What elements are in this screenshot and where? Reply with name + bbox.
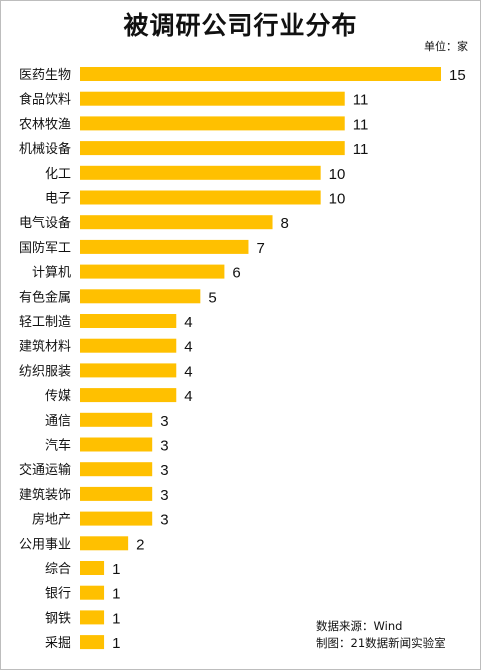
bar-24 — [80, 635, 105, 650]
category-label-23: 钢铁 — [45, 611, 71, 626]
category-label-1: 医药生物 — [19, 68, 71, 83]
value-label-18: 3 — [160, 487, 168, 504]
value-label-20: 2 — [136, 536, 144, 553]
bar-1 — [80, 67, 441, 81]
chart-title: 被调研公司行业分布 — [123, 11, 358, 40]
category-label-21: 综合 — [45, 562, 71, 577]
category-label-16: 汽车 — [45, 438, 71, 454]
bar-2 — [80, 91, 345, 106]
value-label-5: 10 — [329, 166, 346, 183]
category-label-22: 银行 — [45, 587, 71, 602]
value-label-24: 1 — [112, 635, 120, 652]
category-label-24: 采掘 — [45, 636, 71, 651]
bar-17 — [80, 462, 153, 477]
category-label-2: 食品饮料 — [19, 92, 71, 108]
category-label-3: 农林牧渔 — [19, 117, 71, 132]
category-label-13: 纺织服装 — [19, 364, 71, 379]
value-label-19: 3 — [160, 512, 168, 529]
bar-7 — [80, 215, 273, 230]
bar-15 — [80, 412, 153, 427]
bar-13 — [80, 363, 177, 378]
value-label-22: 1 — [112, 586, 120, 603]
value-label-4: 11 — [353, 141, 369, 158]
unit-label: 单位：家 — [424, 40, 468, 53]
value-label-6: 10 — [329, 191, 346, 208]
category-label-10: 有色金属 — [19, 289, 71, 305]
category-label-8: 国防军工 — [19, 240, 71, 256]
value-label-15: 3 — [160, 413, 168, 430]
category-label-6: 电子 — [45, 192, 71, 207]
value-label-13: 4 — [184, 363, 192, 380]
value-label-10: 5 — [208, 289, 216, 306]
category-label-5: 化工 — [45, 167, 71, 182]
value-label-16: 3 — [160, 438, 168, 455]
value-label-8: 7 — [256, 240, 264, 257]
category-label-20: 公用事业 — [19, 537, 71, 552]
value-label-9: 6 — [232, 265, 240, 282]
category-label-18: 建筑装饰 — [19, 487, 71, 503]
category-label-14: 传媒 — [45, 389, 71, 404]
category-label-4: 机械设备 — [19, 141, 71, 157]
bar-12 — [80, 338, 177, 353]
value-label-23: 1 — [112, 610, 120, 627]
bar-11 — [80, 314, 177, 328]
bar-21 — [80, 561, 105, 575]
bar-3 — [80, 116, 345, 131]
bar-8 — [80, 239, 249, 254]
value-label-1: 15 — [449, 67, 466, 84]
bar-5 — [80, 165, 321, 180]
credit-note: 制图：21数据新闻实验室 — [316, 636, 446, 650]
category-label-19: 房地产 — [32, 512, 71, 528]
value-label-11: 4 — [184, 314, 192, 331]
value-label-7: 8 — [281, 215, 289, 232]
bar-23 — [80, 610, 105, 625]
category-label-7: 电气设备 — [19, 215, 71, 231]
value-label-14: 4 — [184, 388, 192, 405]
value-label-2: 11 — [353, 92, 369, 109]
bar-10 — [80, 289, 201, 304]
category-label-9: 计算机 — [32, 266, 71, 281]
bar-19 — [80, 511, 153, 526]
category-label-12: 建筑材料 — [19, 339, 71, 355]
value-label-17: 3 — [160, 462, 168, 479]
bar-14 — [80, 388, 177, 403]
category-label-11: 轻工制造 — [19, 315, 71, 330]
category-label-17: 交通运输 — [19, 462, 71, 478]
bar-18 — [80, 486, 153, 501]
bar-20 — [80, 536, 129, 551]
value-label-3: 11 — [353, 116, 369, 133]
bar-4 — [80, 141, 345, 156]
value-label-12: 4 — [184, 339, 192, 356]
bar-9 — [80, 264, 225, 279]
data-source-note: 数据来源：Wind — [316, 619, 403, 633]
category-label-15: 通信 — [45, 414, 71, 429]
bar-16 — [80, 437, 153, 452]
bar-22 — [80, 585, 105, 600]
bar-6 — [80, 190, 321, 205]
value-label-21: 1 — [112, 561, 120, 578]
